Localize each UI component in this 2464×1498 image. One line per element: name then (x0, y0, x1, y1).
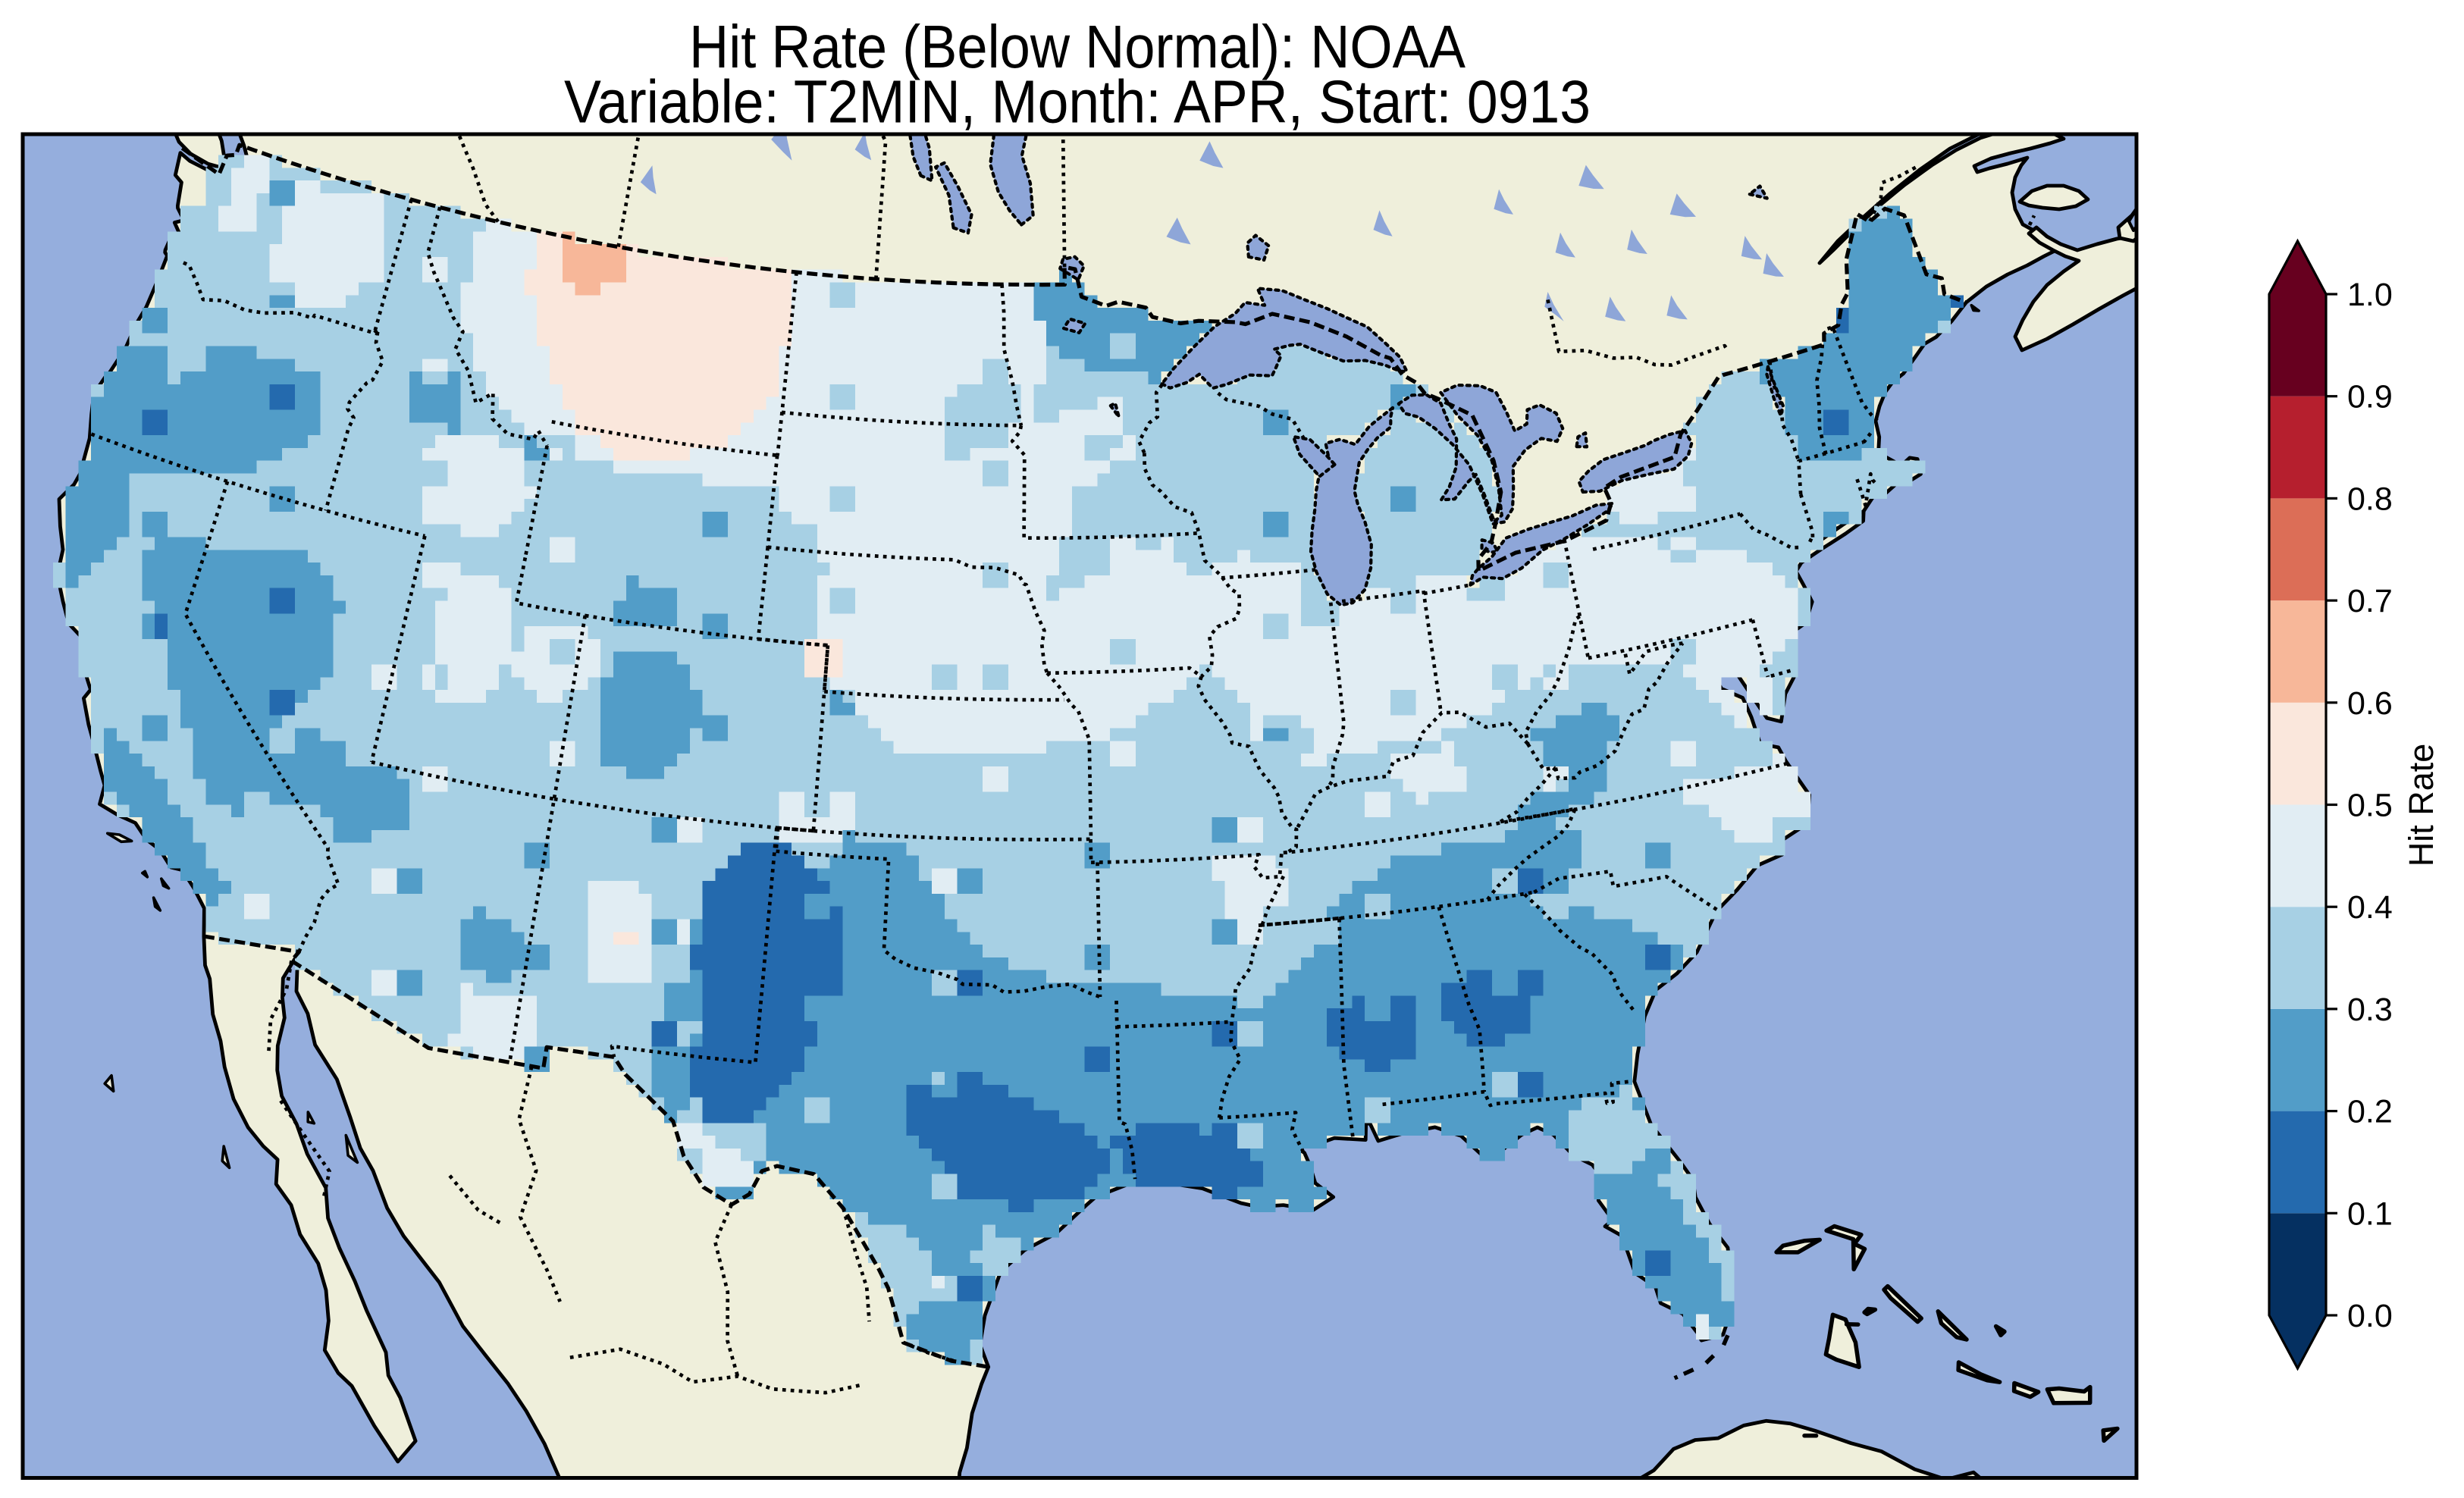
svg-text:0.5: 0.5 (2347, 788, 2393, 824)
svg-text:0.0: 0.0 (2347, 1298, 2393, 1334)
svg-text:0.4: 0.4 (2347, 889, 2393, 926)
svg-text:0.9: 0.9 (2347, 379, 2393, 415)
svg-text:Hit Rate (Below Normal): NOAA: Hit Rate (Below Normal): NOAA (689, 13, 1466, 80)
svg-text:0.1: 0.1 (2347, 1196, 2393, 1232)
svg-text:0.2: 0.2 (2347, 1094, 2393, 1130)
svg-text:0.6: 0.6 (2347, 685, 2393, 722)
svg-text:Hit Rate: Hit Rate (2402, 744, 2440, 867)
svg-text:1.0: 1.0 (2347, 277, 2393, 313)
svg-text:Variable: T2MIN, Month: APR, S: Variable: T2MIN, Month: APR, Start: 0913 (564, 68, 1591, 136)
svg-text:0.8: 0.8 (2347, 481, 2393, 517)
svg-text:0.3: 0.3 (2347, 992, 2393, 1028)
svg-text:0.7: 0.7 (2347, 583, 2393, 619)
